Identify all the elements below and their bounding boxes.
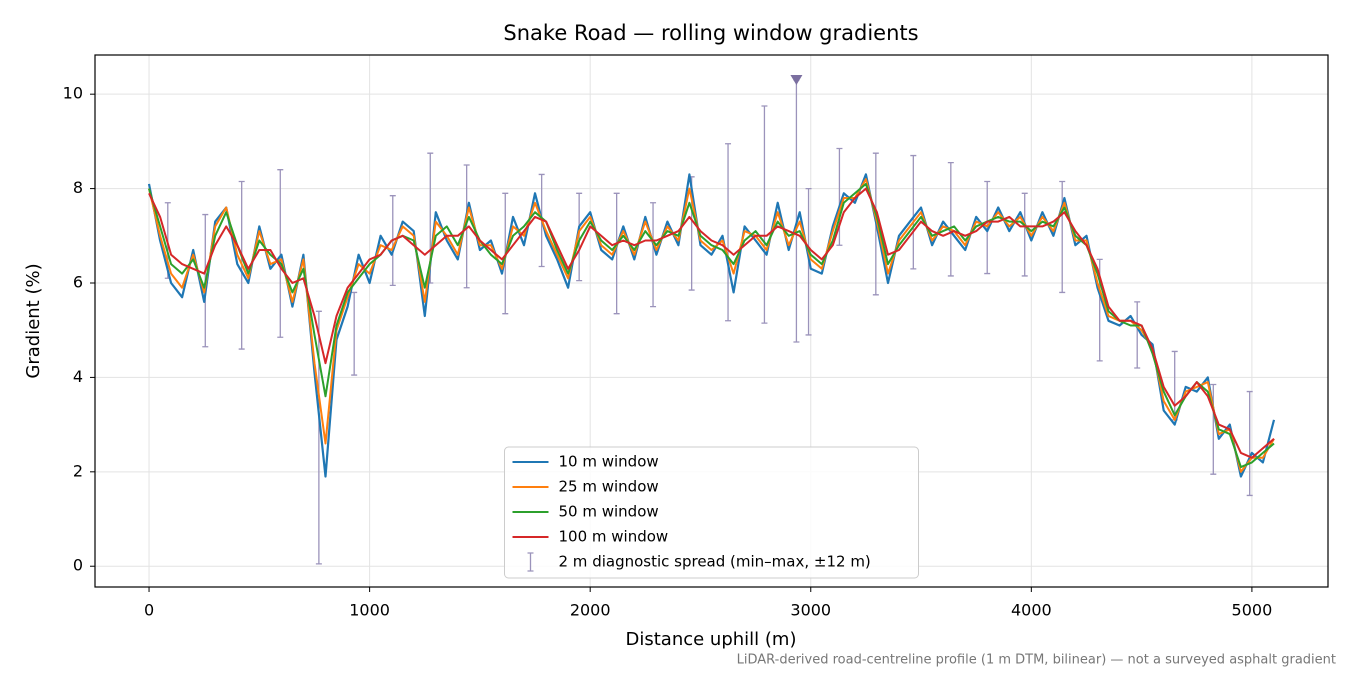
x-tick-label: 1000 <box>349 601 390 620</box>
error-bar <box>351 291 358 376</box>
error-bar <box>725 143 732 322</box>
chart-title: Snake Road — rolling window gradients <box>503 21 918 45</box>
legend-label: 10 m window <box>559 453 659 471</box>
y-tick-label: 6 <box>73 273 83 292</box>
error-bar <box>836 147 843 246</box>
error-bar <box>1210 383 1217 475</box>
legend-label: 25 m window <box>559 478 659 496</box>
error-bar <box>315 310 322 565</box>
error-bar <box>1246 390 1253 497</box>
y-tick-label: 8 <box>73 178 83 197</box>
error-bar <box>277 169 284 338</box>
x-tick-label: 3000 <box>790 601 831 620</box>
max-marker <box>790 75 803 86</box>
error-bar <box>1021 192 1028 277</box>
x-axis-label: Distance uphill (m) <box>626 629 797 650</box>
error-bar <box>576 192 583 282</box>
footnote: LiDAR-derived road-centreline profile (1… <box>737 653 1336 668</box>
error-bar <box>984 180 991 275</box>
error-bar <box>463 164 470 289</box>
legend-swatch <box>527 552 534 572</box>
x-tick-label: 0 <box>144 601 154 620</box>
x-tick-label: 4000 <box>1011 601 1052 620</box>
x-tick-label: 2000 <box>570 601 611 620</box>
legend-box <box>504 446 919 579</box>
error-bar <box>947 161 954 277</box>
plot-frame <box>94 54 1329 588</box>
legend-label: 100 m window <box>559 528 669 546</box>
y-tick-label: 4 <box>73 367 83 386</box>
error-bar <box>1134 301 1141 369</box>
y-tick-label: 0 <box>73 556 83 575</box>
y-tick-label: 10 <box>63 84 83 103</box>
legend-label: 2 m diagnostic spread (min–max, ±12 m) <box>559 553 871 571</box>
error-bar <box>1059 180 1066 294</box>
error-bar <box>650 202 657 308</box>
error-bar <box>761 105 768 324</box>
error-bar <box>910 154 917 270</box>
legend-label: 50 m window <box>559 503 659 521</box>
y-axis-label: Gradient (%) <box>23 263 44 378</box>
error-bar <box>613 192 620 315</box>
series-line <box>148 187 1275 459</box>
x-tick-label: 5000 <box>1232 601 1273 620</box>
y-tick-label: 2 <box>73 461 83 480</box>
